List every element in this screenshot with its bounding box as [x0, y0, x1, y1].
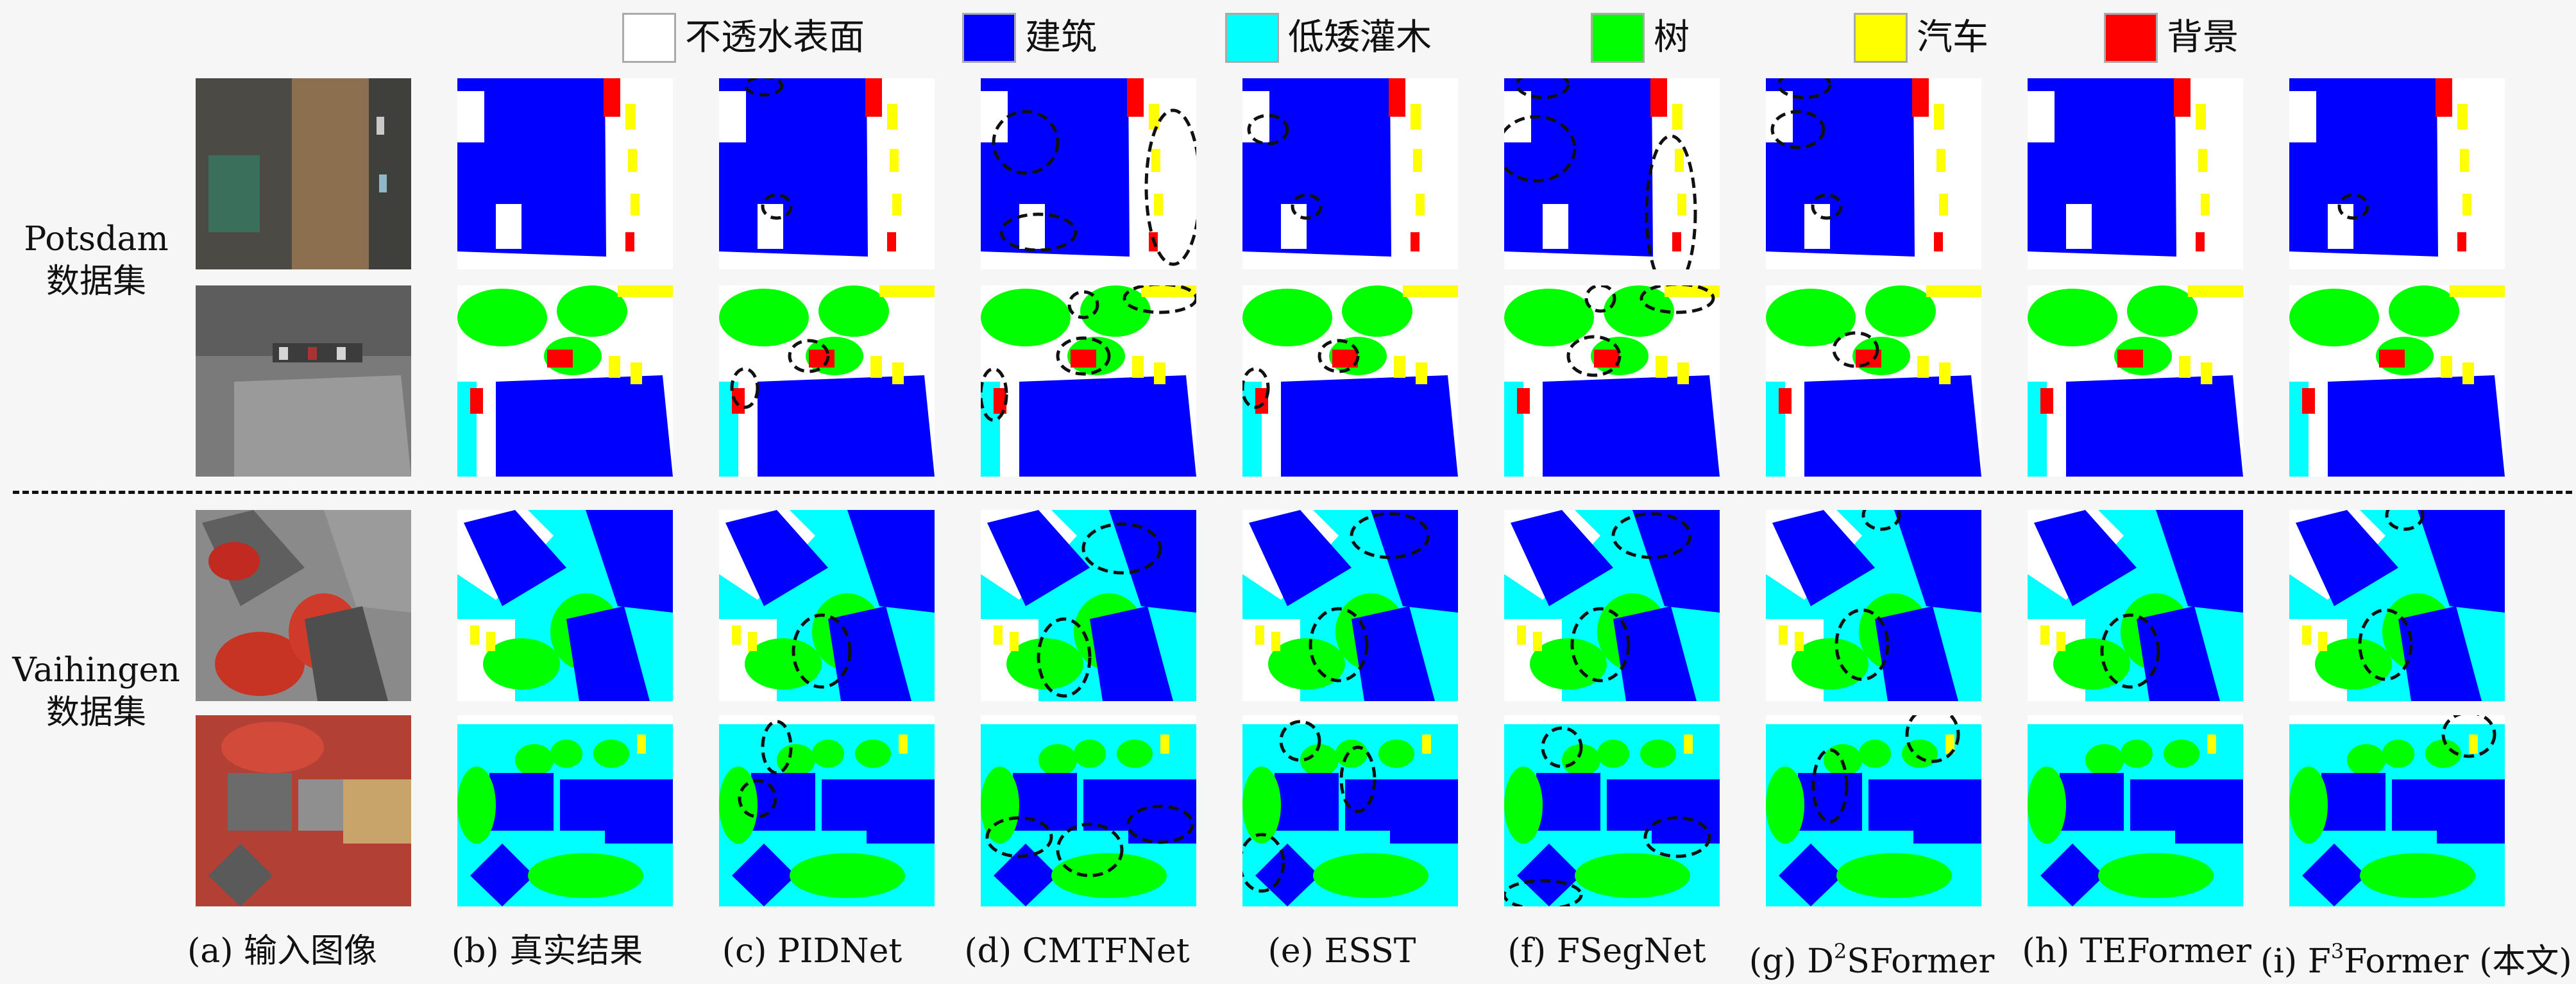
segmentation-map-potsdam-2-col-5: [1242, 285, 1458, 477]
segmentation-map-potsdam-1-col-3: [719, 78, 935, 269]
legend-label-tree: 树: [1654, 17, 1690, 58]
group-suffix-potsdam: 数据集: [46, 262, 146, 301]
segmentation-map-vaihingen-1-col-8: [2028, 510, 2243, 701]
segmentation-map-potsdam-2-col-9: [2289, 285, 2505, 477]
legend: 不透水表面 建筑 低矮灌木 树 汽车 背景: [0, 0, 2576, 71]
input-image-potsdam-1-col-1: [196, 78, 411, 269]
segmentation-map-vaihingen-2-col-7: [1766, 715, 1981, 906]
segmentation-map-potsdam-1-col-5: [1242, 78, 1458, 269]
legend-label-low-vegetation: 低矮灌木: [1288, 17, 1432, 58]
input-image-potsdam-2-col-1: [196, 285, 411, 477]
group-suffix-vaihingen: 数据集: [46, 693, 146, 732]
segmentation-map-vaihingen-2-col-9: [2289, 715, 2505, 906]
segmentation-map-potsdam-1-col-7: [1766, 78, 1981, 269]
legend-swatch-car: [1854, 13, 1908, 63]
segmentation-map-potsdam-2-col-3: [719, 285, 935, 477]
segmentation-map-vaihingen-1-col-2: [457, 510, 673, 701]
group-label-potsdam: Potsdam 数据集: [0, 218, 192, 303]
segmentation-map-potsdam-2-col-6: [1504, 285, 1720, 477]
segmentation-map-vaihingen-1-col-4: [981, 510, 1196, 701]
legend-label-building: 建筑: [1025, 17, 1097, 58]
caption-g: (g) D2SFormer: [1749, 939, 1995, 981]
caption-b: (b) 真实结果: [451, 932, 643, 971]
caption-e: (e) ESST: [1267, 932, 1416, 971]
segmentation-map-vaihingen-1-col-3: [719, 510, 935, 701]
caption-a: (a) 输入图像: [187, 932, 378, 971]
legend-label-impervious: 不透水表面: [685, 17, 865, 58]
segmentation-map-potsdam-1-col-6: [1504, 78, 1720, 269]
caption-d: (d) CMTFNet: [964, 932, 1190, 971]
segmentation-map-vaihingen-1-col-6: [1504, 510, 1720, 701]
segmentation-map-vaihingen-2-col-6: [1504, 715, 1720, 906]
segmentation-map-vaihingen-2-col-8: [2028, 715, 2243, 906]
segmentation-map-potsdam-1-col-8: [2028, 78, 2243, 269]
dataset-divider: [13, 491, 2572, 494]
segmentation-map-potsdam-1-col-9: [2289, 78, 2505, 269]
input-image-vaihingen-2-col-1: [196, 715, 411, 906]
group-name-potsdam: Potsdam: [24, 220, 169, 259]
legend-swatch-tree: [1591, 13, 1645, 63]
segmentation-map-vaihingen-2-col-2: [457, 715, 673, 906]
segmentation-map-potsdam-1-col-2: [457, 78, 673, 269]
segmentation-map-potsdam-2-col-4: [981, 285, 1196, 477]
segmentation-map-vaihingen-2-col-4: [981, 715, 1196, 906]
caption-f: (f) FSegNet: [1507, 932, 1706, 971]
group-label-vaihingen: Vaihingen 数据集: [0, 649, 192, 734]
segmentation-map-vaihingen-2-col-3: [719, 715, 935, 906]
caption-i: (i) F3Former (本文): [2260, 939, 2572, 981]
input-image-vaihingen-1-col-1: [196, 510, 411, 701]
segmentation-map-potsdam-2-col-8: [2028, 285, 2243, 477]
caption-h: (h) TEFormer: [2022, 932, 2251, 971]
segmentation-map-vaihingen-1-col-5: [1242, 510, 1458, 701]
segmentation-map-vaihingen-1-col-7: [1766, 510, 1981, 701]
legend-swatch-building: [962, 13, 1016, 63]
legend-swatch-impervious: [622, 13, 676, 63]
group-name-vaihingen: Vaihingen: [12, 651, 180, 690]
legend-swatch-background: [2104, 13, 2158, 63]
legend-label-background: 背景: [2167, 17, 2239, 58]
segmentation-map-potsdam-2-col-7: [1766, 285, 1981, 477]
segmentation-map-vaihingen-1-col-9: [2289, 510, 2505, 701]
caption-c: (c) PIDNet: [722, 932, 902, 971]
segmentation-map-potsdam-1-col-4: [981, 78, 1196, 269]
segmentation-map-potsdam-2-col-2: [457, 285, 673, 477]
segmentation-map-vaihingen-2-col-5: [1242, 715, 1458, 906]
legend-label-car: 汽车: [1917, 17, 1988, 58]
legend-swatch-low-vegetation: [1225, 13, 1279, 63]
